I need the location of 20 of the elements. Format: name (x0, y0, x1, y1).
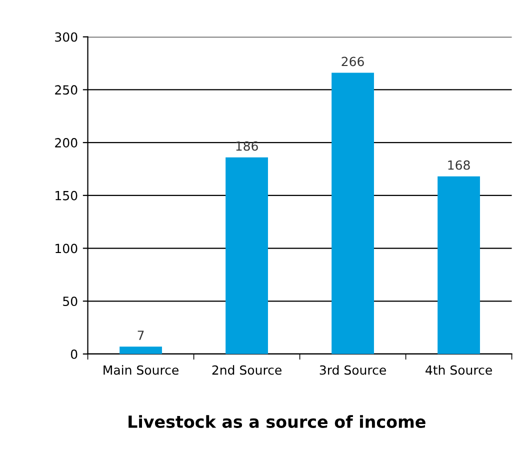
y-tick-label: 0 (70, 349, 78, 359)
y-tick-label: 100 (56, 244, 78, 254)
x-tick-label: 3rd Source (320, 365, 386, 375)
x-tick-label: Main Source (104, 365, 178, 375)
data-label: 7 (138, 330, 144, 340)
bar (332, 72, 374, 354)
x-tick-label: 2nd Source (212, 365, 282, 375)
bar (120, 346, 162, 354)
bar (438, 176, 480, 354)
y-tick-label: 50 (63, 296, 78, 306)
y-tick-label: 150 (56, 190, 78, 200)
data-label: 266 (342, 56, 364, 66)
data-label: 168 (448, 160, 470, 170)
y-tick-label: 200 (55, 138, 78, 148)
x-tick-label: 4th Source (426, 365, 492, 375)
y-tick-label: 300 (55, 32, 78, 42)
data-label: 186 (236, 141, 258, 151)
y-tick-label: 250 (55, 85, 78, 95)
bar (226, 157, 268, 354)
text: Livestock as a source of income (128, 415, 426, 428)
